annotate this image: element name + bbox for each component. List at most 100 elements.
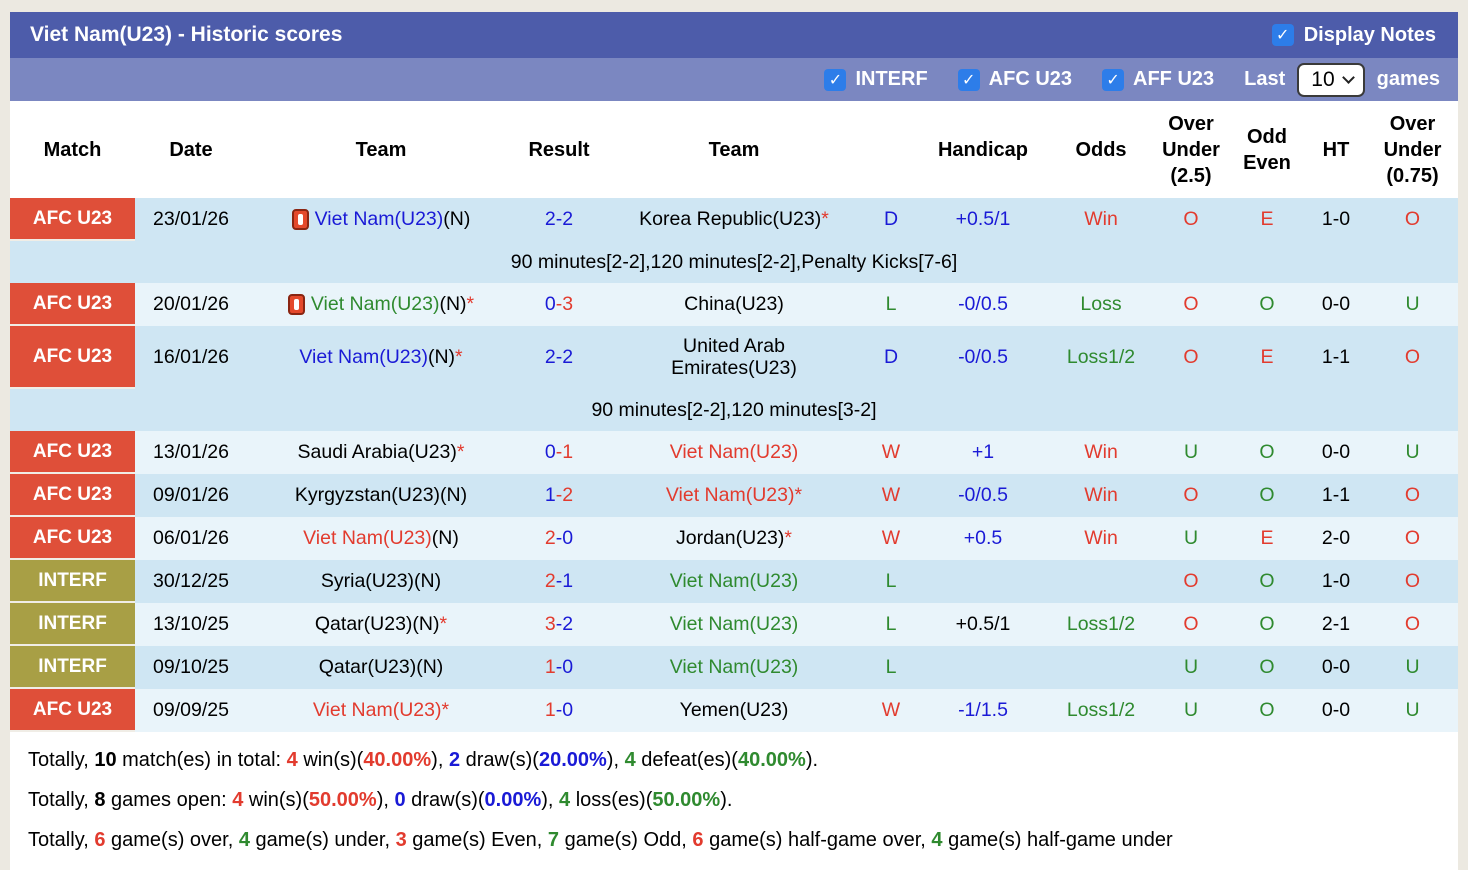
result-cell: 0 -3 [515,283,603,326]
odds-text: Loss1/2 [1066,698,1136,721]
ht-score-cell: 0-0 [1305,431,1367,474]
over-under-0-75-text: U [1405,292,1420,315]
home-score: 2 [544,569,556,592]
header-ht: HT [1322,138,1350,161]
over-under-2-5-cell: O [1153,474,1229,517]
ht-score-text: 1-0 [1321,207,1351,230]
ht-score-cell: 0-0 [1305,283,1367,326]
filter-afc-u23: ✓ AFC U23 [957,68,1073,91]
summary-segment: game(s) Odd, [559,829,693,851]
team-name-text: Viet Nam(U23)* [665,483,803,506]
team-name-text: United Arab Emirates(U23) [671,334,797,379]
over-under-0-75-cell: U [1367,646,1458,689]
summary-segment: 3 [395,829,407,851]
over-under-0-75-cell: O [1367,198,1458,241]
ht-score-cell: 1-1 [1305,326,1367,389]
team-name-text: Qatar(U23)(N)* [314,612,448,635]
team-name-text: Viet Nam(U23)(N)* [310,292,475,315]
over-under-0-75-cell: U [1367,689,1458,732]
home-score: 1 [544,655,556,678]
wdl-cell: W [865,474,917,517]
team-name-text: Viet Nam(U23) [669,612,799,635]
away-score: -0 [555,655,574,678]
home-score: 1 [544,698,556,721]
odd-even-text: O [1259,612,1275,635]
filter-afc-u23-label: AFC U23 [988,68,1073,90]
home-score: 3 [544,612,556,635]
handicap-cell: -0/0.5 [917,474,1049,517]
over-under-2-5-cell: O [1153,560,1229,603]
odds-cell: Win [1049,198,1153,241]
odd-even-cell: O [1229,283,1305,326]
away-team-cell: Viet Nam(U23) [603,603,865,646]
date-cell: 09/10/25 [135,646,247,689]
games-count-select[interactable]: 10 [1297,62,1365,97]
match-badge: INTERF [10,560,135,603]
wdl-cell: L [865,283,917,326]
result-cell: 2 -2 [515,326,603,389]
home-team-cell: Viet Nam(U23)(N) [247,198,515,241]
handicap-cell: +0.5/1 [917,198,1049,241]
filter-interf-checkbox[interactable]: ✓ [824,68,847,91]
over-under-2-5-text: U [1183,526,1199,549]
away-team-cell: Yemen(U23) [603,689,865,732]
filter-afc-u23-checkbox[interactable]: ✓ [957,68,980,91]
over-under-2-5-cell: O [1153,326,1229,389]
filter-aff-u23-checkbox[interactable]: ✓ [1102,68,1125,91]
match-badge-cell: INTERF [10,646,135,689]
over-under-0-75-cell: O [1367,517,1458,560]
odds-cell: Win [1049,474,1153,517]
display-notes-checkbox[interactable]: ✓ [1271,24,1294,46]
handicap-text: -0/0.5 [958,292,1008,315]
team-name-text: Viet Nam(U23) [669,440,799,463]
odd-even-text: O [1259,698,1275,721]
summary-segment: 4 [559,789,571,811]
checkbox-check-icon: ✓ [1276,27,1290,44]
team-name-text: Viet Nam(U23)(N)* [299,345,463,368]
last-label: Last [1244,68,1286,90]
ht-score-cell: 2-1 [1305,603,1367,646]
note-text: 90 minutes[2-2],120 minutes[3-2] [591,398,877,421]
odd-even-cell: O [1229,603,1305,646]
odd-even-cell: O [1229,646,1305,689]
date-cell: 13/01/26 [135,431,247,474]
summary-segment: game(s) half-game under [942,829,1173,851]
header-away-team: Team [708,138,760,161]
home-team-cell: Qatar(U23)(N) [247,646,515,689]
over-under-0-75-cell: U [1367,431,1458,474]
header-handicap: Handicap [937,138,1029,161]
home-score: 2 [544,345,556,368]
handicap-cell: -1/1.5 [917,689,1049,732]
team-name-text: Jordan(U23)* [676,526,792,549]
home-team-cell: Viet Nam(U23)* [247,689,515,732]
match-badge: INTERF [10,646,135,689]
away-score: -2 [555,612,574,635]
summary-segment: win(s)( [243,789,309,811]
wdl-text: D [883,345,899,368]
wdl-cell: W [865,431,917,474]
match-badge-cell: AFC U23 [10,474,135,517]
wdl-text: W [881,526,901,549]
away-team-cell: Jordan(U23)* [603,517,865,560]
away-team-cell: Viet Nam(U23) [603,560,865,603]
summary-segment: 20.00% [538,749,607,771]
table-row: INTERF 13/10/25 Qatar(U23)(N)* 3 -2 Viet Nam(… [10,603,1458,646]
header-wdl [865,101,917,198]
filter-interf-label: INTERF [855,68,928,90]
header-home-team: Team [355,138,407,161]
summary-segment: Totally, [28,789,95,811]
match-badge-cell: INTERF [10,603,135,646]
summary-segment: defeat(es)( [635,749,738,771]
table-row: AFC U23 23/01/26 Viet Nam(U23)(N) 2 -2 Korea … [10,198,1458,241]
odds-text: Loss1/2 [1066,612,1136,635]
date-text: 13/01/26 [153,440,229,463]
table-row: AFC U23 09/09/25 Viet Nam(U23)* 1 -0 Yemen(U2… [10,689,1458,732]
ht-score-cell: 1-1 [1305,474,1367,517]
summary-segment: ). [805,749,819,771]
wdl-text: W [881,698,901,721]
table-row: INTERF 09/10/25 Qatar(U23)(N) 1 -0 Viet Nam(U… [10,646,1458,689]
odd-even-text: O [1259,440,1275,463]
ht-score-text: 0-0 [1321,655,1351,678]
odds-cell: Loss [1049,283,1153,326]
away-team-cell: Viet Nam(U23) [603,431,865,474]
